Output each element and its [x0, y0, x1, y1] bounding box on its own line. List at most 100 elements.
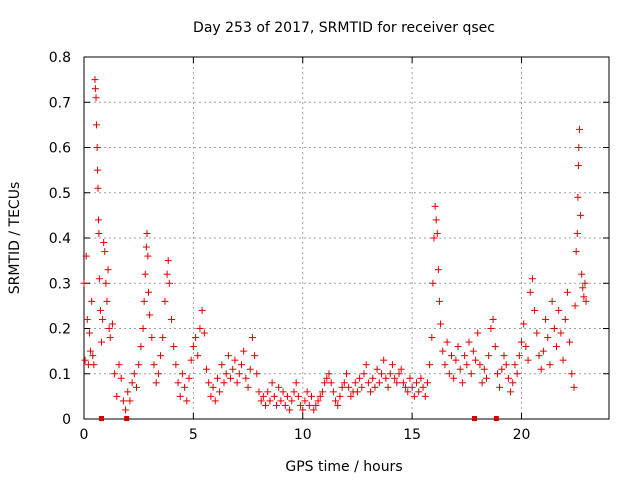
data-point: [417, 374, 425, 382]
data-point: [183, 397, 191, 405]
y-tick-label: 0.2: [49, 322, 71, 338]
data-point: [347, 392, 355, 400]
data-point: [382, 374, 390, 382]
data-point: [434, 266, 442, 274]
data-point: [275, 383, 283, 391]
data-point: [491, 343, 499, 351]
data-point: [397, 365, 405, 373]
data-point: [211, 397, 219, 405]
data-point: [452, 356, 460, 364]
data-point: [268, 379, 276, 387]
data-point: [469, 347, 477, 355]
data-point: [288, 397, 296, 405]
data-point: [454, 343, 462, 351]
data-point: [297, 401, 305, 409]
data-point: [504, 374, 512, 382]
data-point: [92, 94, 100, 102]
data-point: [430, 234, 438, 242]
data-point: [555, 306, 563, 314]
data-point: [489, 315, 497, 323]
data-point: [563, 288, 571, 296]
data-point: [522, 343, 530, 351]
data-point: [314, 397, 322, 405]
data-point: [474, 329, 482, 337]
data-point: [582, 297, 590, 305]
data-point: [483, 374, 490, 382]
data-point: [135, 361, 143, 369]
data-point: [533, 329, 541, 337]
data-point: [437, 320, 445, 328]
zero-marker: [493, 416, 499, 421]
data-point: [435, 297, 443, 305]
data-point: [458, 379, 466, 387]
data-point: [581, 279, 589, 287]
data-point: [222, 370, 230, 378]
data-point: [548, 297, 556, 305]
data-point: [176, 392, 184, 400]
data-point: [509, 379, 517, 387]
data-point: [168, 315, 175, 323]
data-point: [367, 388, 375, 396]
data-point: [244, 383, 252, 391]
data-point: [542, 315, 550, 323]
data-point: [174, 379, 182, 387]
data-point: [80, 279, 88, 287]
x-tick-label: 5: [189, 427, 198, 443]
data-point: [273, 401, 280, 409]
data-point: [194, 352, 202, 360]
data-point: [209, 383, 217, 391]
data-point: [461, 352, 469, 360]
data-point: [515, 352, 523, 360]
data-point: [103, 297, 111, 305]
data-point: [218, 361, 226, 369]
y-tick-label: 0.6: [49, 141, 71, 157]
data-point: [448, 352, 455, 360]
data-point: [148, 334, 156, 342]
data-point: [539, 347, 547, 355]
data-point: [429, 279, 437, 287]
data-point: [578, 270, 586, 278]
data-point: [415, 388, 423, 396]
data-point: [299, 406, 307, 414]
data-point: [445, 370, 453, 378]
data-point: [332, 397, 340, 405]
data-point: [137, 343, 145, 351]
data-point: [574, 193, 582, 201]
data-point: [163, 270, 171, 278]
data-point: [246, 365, 254, 373]
data-point: [283, 392, 291, 400]
data-point: [213, 374, 221, 382]
data-point: [371, 383, 379, 391]
data-point: [334, 401, 342, 409]
data-point: [336, 392, 344, 400]
zero-marker: [124, 416, 130, 421]
data-point: [98, 338, 105, 346]
data-point: [150, 361, 158, 369]
data-point: [141, 270, 149, 278]
data-point: [433, 229, 441, 237]
data-point: [340, 379, 348, 387]
data-point: [535, 352, 543, 360]
zero-markers: [99, 416, 499, 421]
data-point: [259, 392, 267, 400]
data-point: [566, 338, 574, 346]
data-point: [144, 252, 152, 260]
y-axis-label: SRMTID / TECUs: [7, 182, 23, 295]
data-point: [154, 370, 162, 378]
data-point: [159, 334, 167, 342]
data-point: [130, 370, 138, 378]
data-point: [270, 392, 278, 400]
data-point: [172, 361, 180, 369]
data-point: [406, 374, 414, 382]
data-point: [227, 374, 235, 382]
data-point: [456, 365, 464, 373]
x-axis-label: GPS time / hours: [285, 459, 402, 475]
data-point: [356, 374, 364, 382]
data-point: [262, 401, 270, 409]
data-point: [140, 297, 148, 305]
data-point: [343, 370, 350, 378]
y-tick-label: 0.1: [49, 367, 71, 383]
data-point: [200, 329, 208, 337]
data-point: [432, 216, 440, 224]
data-point: [85, 329, 93, 337]
